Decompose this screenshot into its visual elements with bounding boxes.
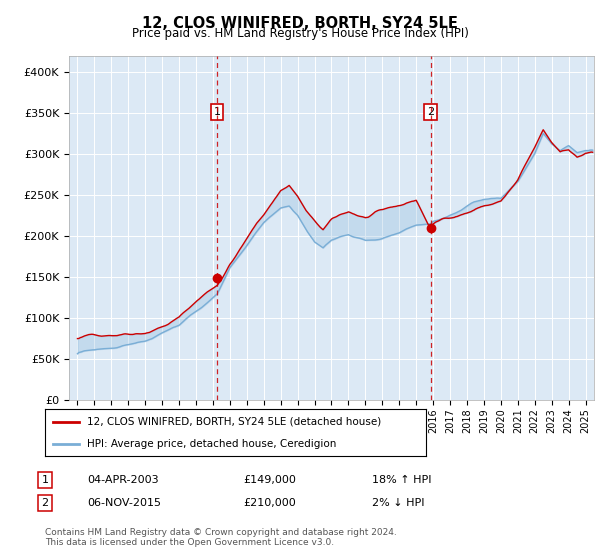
Text: 12, CLOS WINIFRED, BORTH, SY24 5LE: 12, CLOS WINIFRED, BORTH, SY24 5LE [142,16,458,31]
Text: Price paid vs. HM Land Registry's House Price Index (HPI): Price paid vs. HM Land Registry's House … [131,27,469,40]
Text: HPI: Average price, detached house, Ceredigion: HPI: Average price, detached house, Cere… [87,438,336,449]
Text: 18% ↑ HPI: 18% ↑ HPI [372,475,431,485]
Text: 1: 1 [41,475,49,485]
Text: £210,000: £210,000 [243,498,296,508]
Text: Contains HM Land Registry data © Crown copyright and database right 2024.
This d: Contains HM Land Registry data © Crown c… [45,528,397,547]
Text: 2: 2 [427,107,434,117]
Text: 1: 1 [214,107,221,117]
Text: 12, CLOS WINIFRED, BORTH, SY24 5LE (detached house): 12, CLOS WINIFRED, BORTH, SY24 5LE (deta… [87,417,381,427]
Text: 06-NOV-2015: 06-NOV-2015 [87,498,161,508]
Text: 2: 2 [41,498,49,508]
Text: 04-APR-2003: 04-APR-2003 [87,475,158,485]
Text: 2% ↓ HPI: 2% ↓ HPI [372,498,425,508]
Text: £149,000: £149,000 [243,475,296,485]
